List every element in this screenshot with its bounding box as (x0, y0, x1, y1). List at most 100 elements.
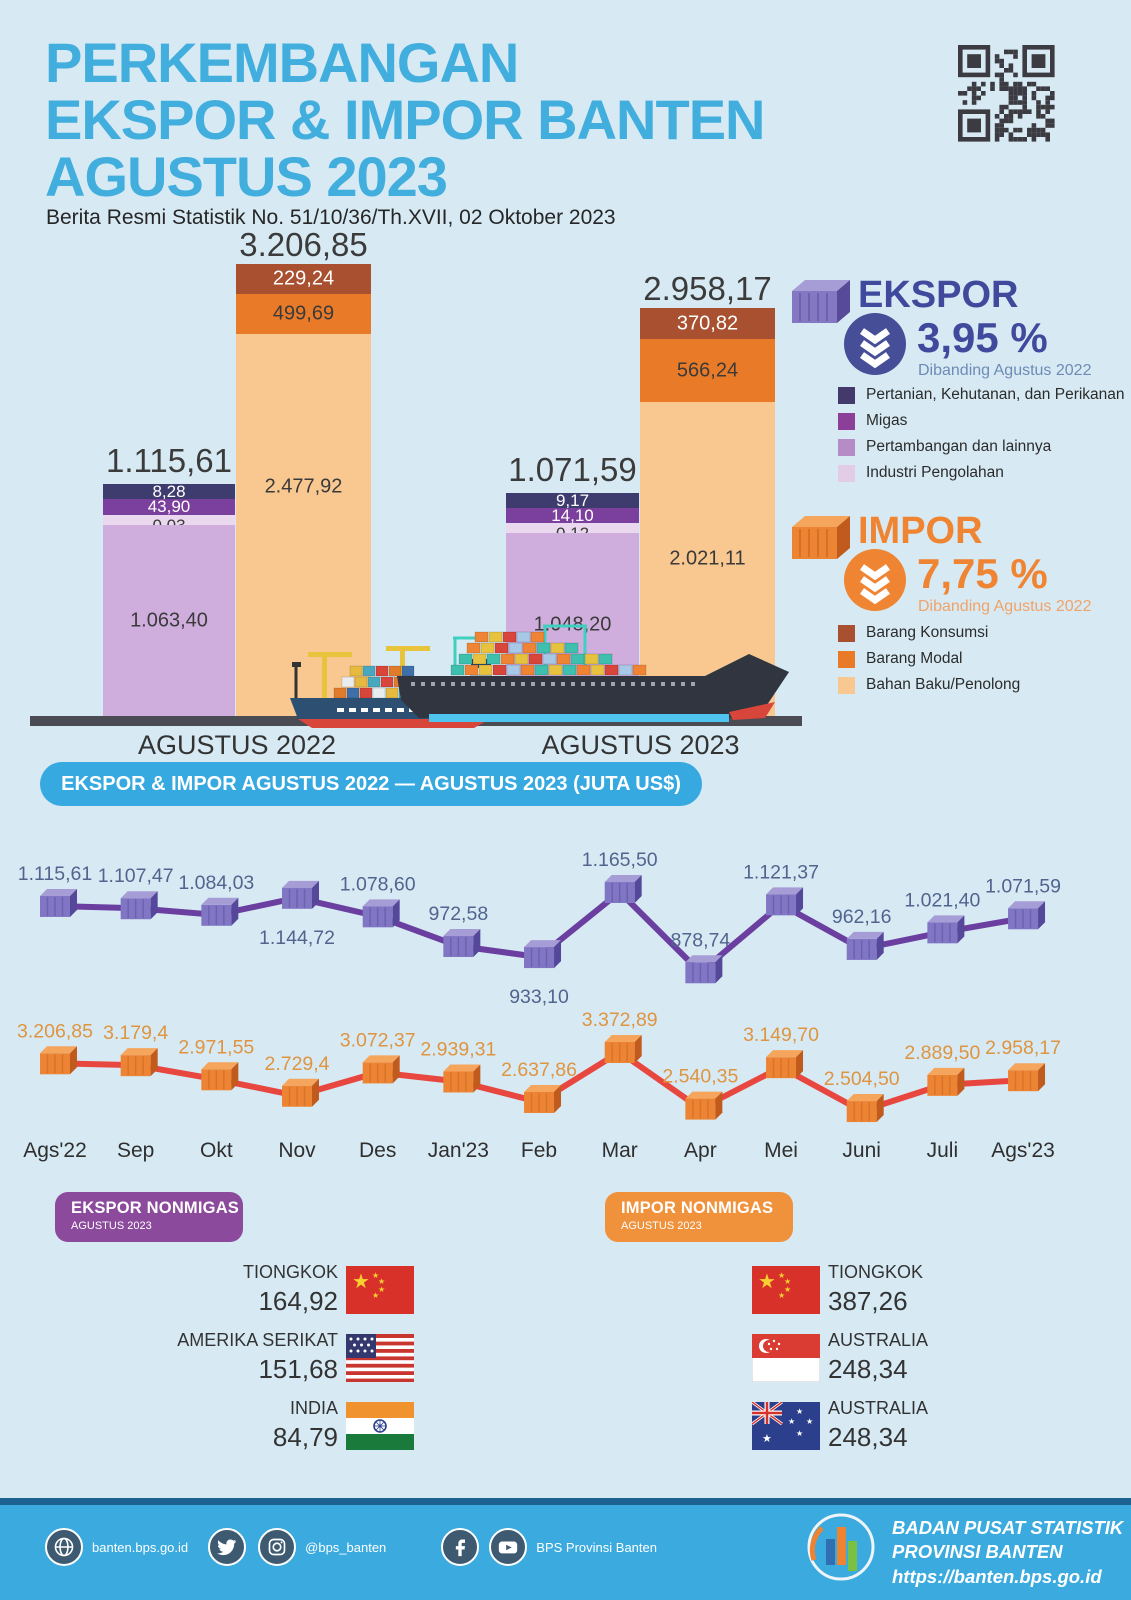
china-flag: ★ ★★ ★★ (752, 1265, 820, 1314)
twitter-icon[interactable] (208, 1528, 247, 1566)
legend-item: Industri Pengolahan (838, 464, 1125, 482)
line-chart: 1.115,61 1.107,47 1.084,03 1.144,72 1.078,60… (17, 849, 1061, 1162)
youtube-icon[interactable] (489, 1528, 528, 1566)
footer-url-link[interactable]: https://banten.bps.go.id (892, 1565, 1102, 1587)
svg-text:Nov: Nov (278, 1139, 316, 1162)
segment-barang-modal: 566,24 (640, 339, 775, 402)
country-value: 151,68 (258, 1354, 338, 1384)
export-country-row: INDIA 84,79 (150, 1398, 414, 1453)
export-country-row: AMERIKA SERIKAT 151,68 (150, 1330, 414, 1385)
svg-text:★: ★ (378, 1277, 385, 1286)
svg-text:Apr: Apr (684, 1139, 717, 1162)
svg-text:2.637,86: 2.637,86 (501, 1059, 577, 1081)
title-line-3: AGUSTUS 2023 (45, 145, 448, 208)
legend-swatch (838, 464, 855, 482)
svg-text:Sep: Sep (117, 1139, 154, 1162)
legend-item: Migas (838, 412, 1125, 430)
banner-text: EKSPOR & IMPOR AGUSTUS 2022 — AGUSTUS 20… (61, 772, 681, 795)
country-name: AUSTRALIA (828, 1398, 929, 1418)
svg-text:Juni: Juni (842, 1139, 881, 1162)
svg-text:1.115,61: 1.115,61 (18, 863, 92, 885)
bar-impor-2023: 370,82 566,24 2.021,11 (640, 308, 775, 716)
footer-org-block: BADAN PUSAT STATISTIK PROVINSI BANTEN ht… (892, 1516, 1123, 1589)
singapore-flag (752, 1333, 820, 1382)
import-country-row: ★ ★ ★ ★ ★ AUSTRALIA 248,34 (752, 1398, 1072, 1453)
svg-text:Feb: Feb (521, 1139, 557, 1162)
svg-text:962,16: 962,16 (832, 906, 892, 928)
footer-social-row: banten.bps.go.id @bps_banten BPS Provins… (45, 1528, 657, 1566)
facebook-icon[interactable] (441, 1528, 480, 1566)
country-value: 84,79 (272, 1422, 338, 1452)
legend-item: Pertanian, Kehutanan, dan Perikanan (838, 386, 1125, 404)
section-banner: EKSPOR & IMPOR AGUSTUS 2022 — AGUSTUS 20… (40, 762, 702, 806)
svg-text:★: ★ (784, 1277, 791, 1286)
svg-text:2.729,4: 2.729,4 (264, 1053, 329, 1075)
footer-website-link[interactable]: banten.bps.go.id (92, 1539, 189, 1555)
svg-text:3.072,37: 3.072,37 (340, 1029, 416, 1051)
china-flag: ★ ★★ ★★ (346, 1265, 414, 1314)
svg-text:2.939,31: 2.939,31 (420, 1038, 496, 1060)
container-icon-ekspor (792, 280, 850, 323)
segment-pertanian: 8,28 (103, 482, 235, 501)
svg-text:★: ★ (758, 1271, 776, 1293)
badge-impor-nonmigas: IMPOR NONMIGAS AGUSTUS 2023 (605, 1192, 793, 1242)
svg-text:Mei: Mei (764, 1139, 798, 1162)
ekspor-panel-title: EKSPOR (858, 274, 1019, 316)
segment-barang-modal: 499,69 (236, 294, 371, 334)
footer-divider (0, 1498, 1131, 1505)
legend-swatch (838, 676, 855, 694)
svg-text:3.149,70: 3.149,70 (743, 1024, 819, 1046)
segment-barang-konsumsi: 229,24 (236, 264, 371, 294)
cargo-ship-large (397, 624, 789, 722)
svg-text:1.078,60: 1.078,60 (340, 873, 416, 895)
impor-2022-total: 3.206,85 (239, 226, 368, 263)
svg-text:Jan'23: Jan'23 (428, 1139, 489, 1162)
legend-item: Barang Modal (838, 650, 1020, 668)
instagram-icon[interactable] (258, 1528, 297, 1566)
legend-swatch (838, 624, 855, 642)
bps-logo (807, 1513, 875, 1581)
page-title: PERKEMBANGAN EKSPOR & IMPOR BANTEN AGUST… (45, 34, 765, 205)
india-flag (346, 1401, 414, 1450)
bar-ekspor-2022: 8,28 43,90 0,03 1.063,40 (103, 482, 235, 716)
svg-text:Mar: Mar (602, 1139, 638, 1162)
svg-text:★: ★ (778, 1271, 785, 1280)
ekspor-2023-total: 1.071,59 (508, 451, 637, 488)
legend-swatch (838, 438, 855, 456)
svg-text:★: ★ (778, 1291, 785, 1300)
svg-text:1.121,37: 1.121,37 (743, 861, 819, 883)
segment-industri: 1.063,40 (103, 525, 235, 716)
year-label-2022: AGUSTUS 2022 (137, 730, 337, 760)
org-line-1: BADAN PUSAT STATISTIK (892, 1517, 1124, 1538)
svg-text:★: ★ (372, 1271, 379, 1280)
import-country-row: AUSTRALIA 248,34 (752, 1330, 1072, 1385)
org-line-2: PROVINSI BANTEN (892, 1541, 1063, 1563)
legend-swatch (838, 412, 855, 430)
legend-swatch (838, 650, 855, 668)
svg-text:3.372,89: 3.372,89 (582, 1009, 658, 1031)
svg-text:1.165,50: 1.165,50 (582, 849, 658, 871)
badge-ekspor-nonmigas: EKSPOR NONMIGAS AGUSTUS 2023 (55, 1192, 243, 1242)
segment-pertambangan: 0,03 (103, 515, 235, 535)
svg-text:3.206,85: 3.206,85 (17, 1020, 93, 1042)
svg-text:★: ★ (806, 1417, 813, 1426)
footer-instagram-handle[interactable]: @bps_banten (305, 1539, 387, 1555)
svg-text:2.958,17: 2.958,17 (985, 1037, 1061, 1059)
svg-text:Okt: Okt (200, 1139, 233, 1162)
globe-icon (45, 1528, 83, 1566)
export-country-row: TIONGKOK 164,92 ★ ★ ★ ★ ★ (150, 1262, 414, 1317)
country-name: TIONGKOK (828, 1262, 924, 1282)
country-name: AUSTRALIA (828, 1330, 929, 1350)
segment-pertambangan: 0,12 (506, 523, 639, 543)
svg-text:972,58: 972,58 (429, 903, 489, 925)
title-line-1: PERKEMBANGAN (45, 31, 519, 94)
legend-swatch (838, 386, 855, 404)
australia-flag: ★ ★★ ★★ (752, 1401, 820, 1450)
ekspor-percent: 3,95 % (917, 314, 1048, 361)
container-icon-impor (792, 516, 850, 559)
segment-pertanian: 9,17 (506, 491, 639, 510)
svg-text:Juli: Juli (927, 1139, 959, 1162)
decrease-arrow-icon-impor (844, 549, 906, 611)
svg-text:1.107,47: 1.107,47 (98, 865, 174, 887)
